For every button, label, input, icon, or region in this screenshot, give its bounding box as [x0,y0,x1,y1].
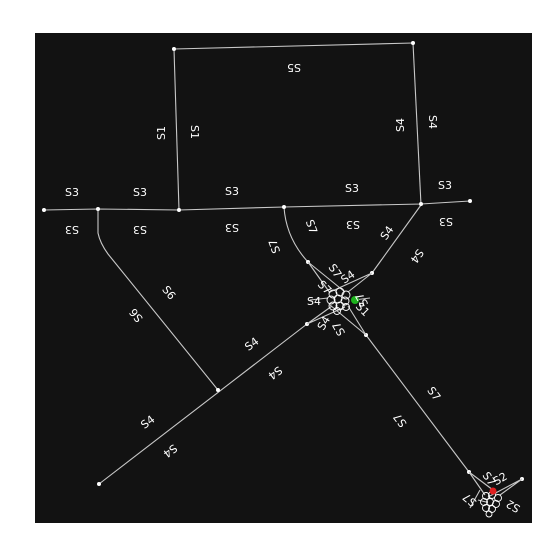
node [216,388,220,392]
street-label-s7: S7 [330,319,348,338]
node [172,47,176,51]
map-background [35,33,532,523]
node [468,199,472,203]
street-label-s3: S3 [438,179,452,192]
street-label-s7: S7 [303,218,320,236]
loop [486,498,494,506]
street-label-s7: S7 [353,290,371,309]
loop [482,504,490,512]
loop [492,500,500,508]
loop [340,296,350,306]
street-label-s4: S4 [307,295,321,308]
street-label-s1: S1 [155,126,168,140]
node [419,202,423,206]
road-s6 [97,209,219,391]
street-label-s3: S3 [133,186,147,199]
street-label-s2: S2 [504,497,523,515]
street-label-s3: S3 [346,218,360,231]
loop [333,307,341,315]
loop [328,301,338,311]
road-s3 [43,200,471,211]
street-label-s4: S4 [426,115,439,129]
loop [335,287,345,297]
roundabout-southeast [468,471,523,518]
connector [468,471,523,509]
node [96,207,100,211]
start-marker [351,296,359,304]
node [177,208,181,212]
road-nodes [42,41,524,486]
road-s5 [173,42,414,50]
street-label-s3: S3 [225,221,239,234]
street-label-s3: S3 [225,185,239,198]
road-s4-upper [412,42,422,206]
loop [480,498,488,506]
loop [482,492,490,500]
node [97,482,101,486]
loop [485,510,493,518]
street-label-s3: S3 [65,186,79,199]
loop [494,494,502,502]
node [411,41,415,45]
end-marker [489,487,497,495]
roundabout-center [306,261,373,336]
street-label-s1: S1 [188,125,201,139]
loop [333,294,343,304]
street-label-s3: S3 [439,215,453,228]
road-s7-north [283,206,309,263]
street-labels: S5 S1 S1 S4 S4 S3 S3 S3 S3 S3 S3 S3 S3 S… [65,61,523,515]
street-label-s3: S3 [345,182,359,195]
loop [328,289,338,299]
street-label-s2: S2 [491,470,510,488]
road-s4-east [371,204,422,274]
loop [342,303,350,311]
connector [306,261,373,336]
street-label-s3: S3 [65,223,79,236]
road-s1 [173,48,180,211]
street-label-s4: S4 [394,118,407,132]
node [282,205,286,209]
loop [326,295,336,305]
loop [341,290,351,300]
road-network [43,42,471,485]
road-s4-southwest [98,323,308,485]
street-label-s4: S4 [315,314,333,333]
street-label-s3: S3 [133,223,147,236]
street-label-s7: S7 [266,237,283,255]
street-label-s5: S5 [287,61,301,74]
node [42,208,46,212]
road-s7-south [365,334,470,473]
